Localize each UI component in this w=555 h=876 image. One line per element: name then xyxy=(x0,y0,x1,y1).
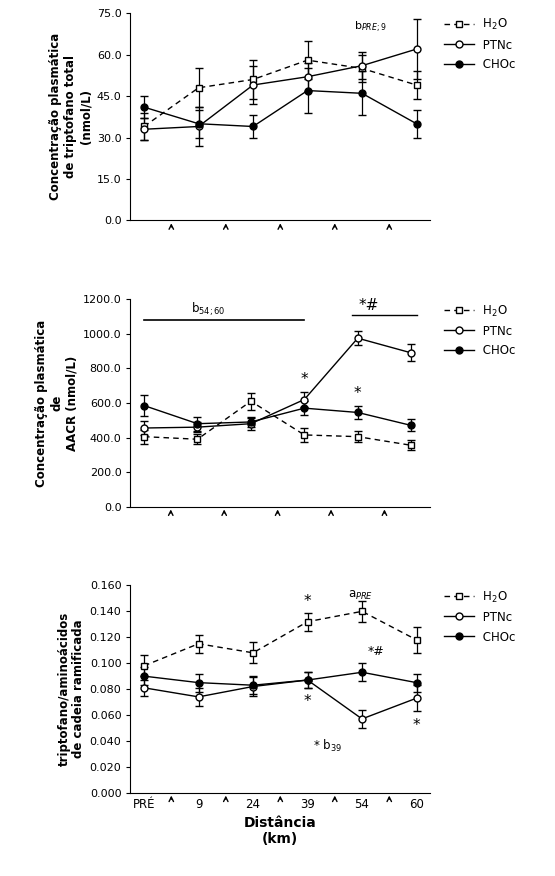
Text: *: * xyxy=(304,594,311,609)
Text: *#: *# xyxy=(358,298,379,313)
Y-axis label: triptofano/aminoácidos
de cadeia ramificada: triptofano/aminoácidos de cadeia ramific… xyxy=(58,612,85,766)
Y-axis label: Concentração plasmática
de triptofano total
(nmol/L): Concentração plasmática de triptofano to… xyxy=(49,33,93,201)
Text: a$_{PRE}$: a$_{PRE}$ xyxy=(349,590,374,603)
Text: *: * xyxy=(354,386,361,401)
Legend:  H$_2$O,  PTNc,  CHOc: H$_2$O, PTNc, CHOc xyxy=(442,15,517,74)
Text: *: * xyxy=(300,372,308,387)
Legend:  H$_2$O,  PTNc,  CHOc: H$_2$O, PTNc, CHOc xyxy=(442,587,517,646)
Legend:  H$_2$O,  PTNc,  CHOc: H$_2$O, PTNc, CHOc xyxy=(442,301,517,360)
Text: *: * xyxy=(413,717,420,732)
Y-axis label: Concentração plasmática
de
AACR (nmol/L): Concentração plasmática de AACR (nmol/L) xyxy=(36,320,78,486)
Text: b$_{54;60}$: b$_{54;60}$ xyxy=(191,300,225,318)
Text: * b$_{39}$: * b$_{39}$ xyxy=(313,738,342,754)
Text: b$_{PRE; 9}$: b$_{PRE; 9}$ xyxy=(354,20,386,35)
X-axis label: Distância
(km): Distância (km) xyxy=(244,816,317,846)
Text: *: * xyxy=(304,695,311,710)
Text: *#: *# xyxy=(367,645,384,658)
